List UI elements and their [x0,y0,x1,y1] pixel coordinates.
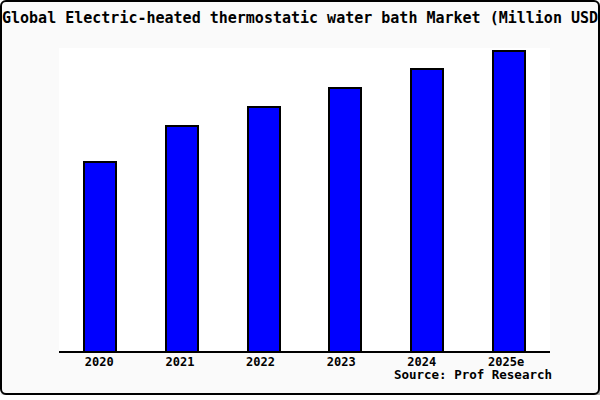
bar-2024 [410,68,444,351]
bar-2025e [492,50,526,351]
chart-title: Global Electric-heated thermostatic wate… [2,8,598,28]
source-credit: Source: Prof Research [394,367,552,382]
bar-2020 [83,161,117,351]
plot-area [59,48,550,353]
x-axis-label-2023: 2023 [327,355,356,369]
chart-frame: Global Electric-heated thermostatic wate… [0,0,600,395]
x-axis-label-2022: 2022 [246,355,275,369]
x-axis-label-2021: 2021 [165,355,194,369]
bars-container [59,48,550,351]
bar-2021 [165,125,199,351]
x-axis-label-2020: 2020 [85,355,114,369]
bar-2023 [328,87,362,351]
bar-2022 [247,106,281,351]
